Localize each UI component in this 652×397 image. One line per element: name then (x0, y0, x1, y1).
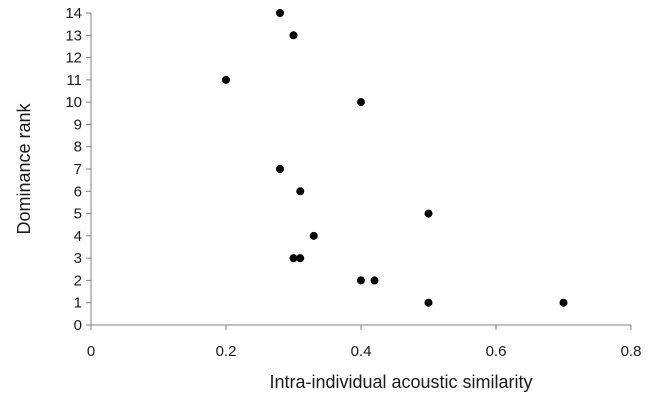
y-tick-label: 5 (74, 206, 82, 223)
x-tick-label: 0 (87, 343, 95, 360)
x-axis-ticks: 0 0.2 0.4 0.6 0.8 (87, 325, 642, 360)
y-tick-label: 2 (74, 272, 82, 289)
y-tick-label: 10 (65, 94, 82, 111)
y-tick-label: 12 (65, 50, 82, 67)
x-axis-title: Intra-individual acoustic similarity (269, 372, 532, 392)
y-axis-title: Dominance rank (14, 102, 34, 234)
data-point (370, 276, 379, 285)
y-tick-label: 13 (65, 27, 82, 44)
y-tick-label: 7 (74, 161, 82, 178)
data-point (296, 187, 305, 196)
data-point (296, 254, 305, 263)
data-point (276, 9, 284, 17)
x-tick-label: 0.8 (621, 343, 642, 360)
data-point (559, 298, 568, 307)
y-tick-label: 8 (74, 139, 82, 156)
y-tick-label: 6 (74, 183, 82, 200)
y-tick-label: 1 (74, 295, 82, 312)
y-tick-label: 9 (74, 116, 82, 133)
data-point (424, 209, 433, 218)
data-points (222, 9, 568, 307)
x-tick-label: 0.4 (351, 343, 372, 360)
y-tick-label: 0 (74, 317, 82, 334)
y-tick-label: 4 (74, 228, 82, 245)
y-tick-label: 11 (66, 72, 82, 89)
y-tick-label: 3 (74, 250, 82, 267)
data-point (289, 31, 298, 40)
y-tick-label: 14 (65, 5, 82, 22)
data-point (222, 75, 230, 84)
x-tick-label: 0.2 (216, 343, 237, 360)
data-point (309, 231, 318, 240)
x-tick-label: 0.6 (486, 343, 507, 360)
data-point (276, 165, 284, 173)
data-point (424, 298, 433, 307)
data-point (289, 254, 298, 263)
data-point (357, 98, 365, 107)
data-point (357, 276, 365, 285)
